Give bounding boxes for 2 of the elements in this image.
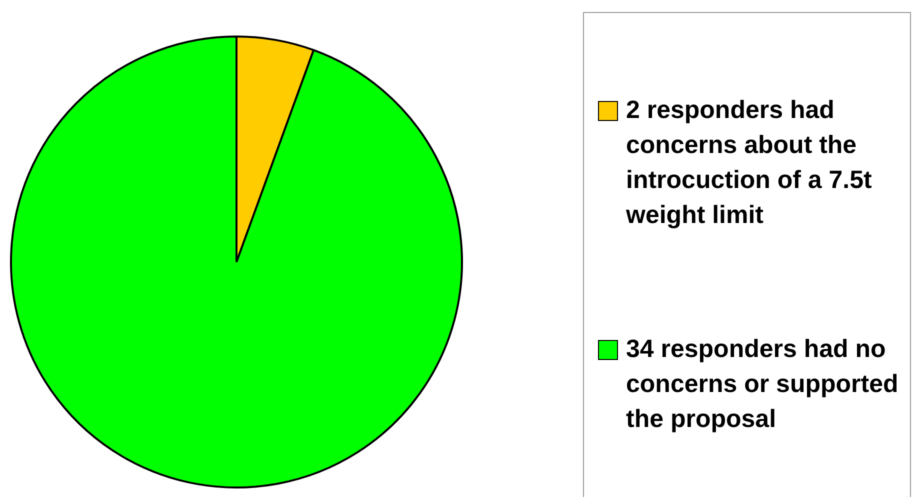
legend-label: 34 responders had no concerns or supported the proposal xyxy=(626,334,900,436)
legend-label: 2 responders had concerns about the introcuction of a 7.5t weight limit xyxy=(626,94,873,231)
